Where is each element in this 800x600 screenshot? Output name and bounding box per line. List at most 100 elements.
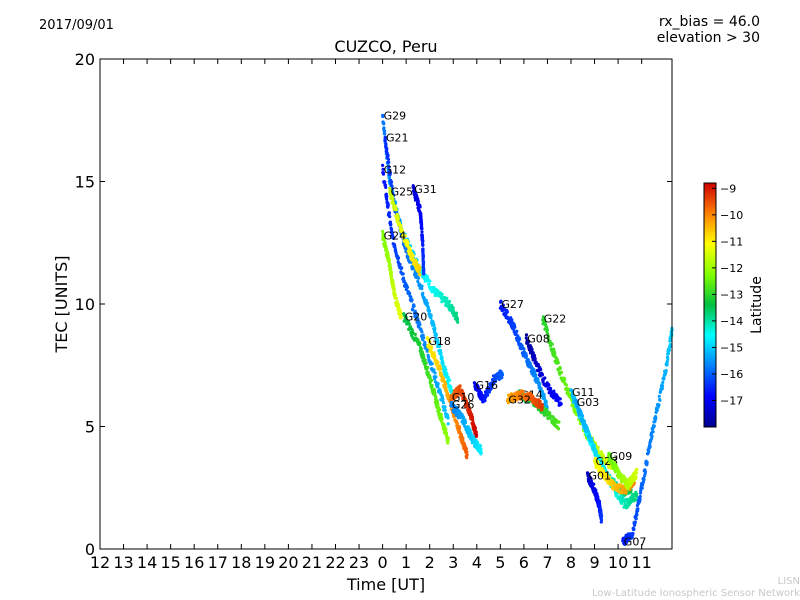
point-G18 [439, 367, 443, 371]
point-G21 [445, 372, 449, 376]
point-G03 [590, 440, 594, 444]
point-G07 [638, 494, 642, 499]
point-G12 [389, 222, 393, 226]
colorbar-tick-label--12: −12 [720, 262, 743, 275]
x-tick-label-4: 4 [472, 553, 482, 572]
point-G03 [587, 433, 592, 437]
point-G24 [398, 307, 402, 312]
point-G18 [458, 425, 462, 430]
point-G12 [426, 355, 431, 359]
point-G25 [389, 191, 393, 195]
point-G16 [483, 399, 487, 403]
point-G25 [396, 214, 400, 218]
point-G26 [468, 428, 472, 432]
point-G24 [392, 288, 396, 292]
series-label-G22: G22 [544, 313, 567, 326]
series-label-G09: G09 [610, 450, 633, 463]
point-G12 [446, 422, 450, 426]
point-G08 [533, 357, 537, 361]
point-G21 [441, 362, 445, 366]
point-G01 [589, 476, 593, 480]
point-G20 [440, 417, 444, 421]
point-G18 [446, 391, 450, 396]
point-G31 [413, 188, 417, 192]
point-G03 [576, 403, 580, 407]
point-G03 [635, 492, 639, 496]
point-G10 [455, 394, 459, 398]
point-G20 [444, 427, 448, 431]
x-tick-label-21: 21 [302, 553, 322, 572]
point-G03 [590, 436, 594, 441]
series-label-G21: G21 [386, 131, 409, 144]
point-G09 [635, 468, 639, 472]
point-G12 [384, 185, 388, 189]
elevation-label: elevation > 30 [656, 30, 760, 46]
point-G07 [666, 357, 670, 361]
point-G07 [655, 408, 659, 412]
point-G03 [620, 501, 624, 505]
point-G07 [642, 477, 646, 482]
point-G08 [524, 333, 529, 337]
point-G21 [383, 139, 387, 143]
point-G32 [521, 389, 525, 393]
point-G21 [385, 147, 389, 151]
point-G10 [470, 415, 474, 419]
x-tick-label-9: 9 [589, 553, 599, 572]
point-G32 [514, 394, 518, 399]
point-G31 [421, 247, 425, 251]
point-G20 [422, 355, 426, 359]
point-G25 [403, 234, 407, 238]
point-G09 [630, 481, 634, 485]
point-G24 [382, 238, 386, 242]
point-G26 [475, 440, 480, 444]
point-G22 [563, 378, 567, 382]
point-G32 [515, 390, 519, 394]
point-G12 [388, 215, 392, 219]
point-G22 [596, 445, 600, 450]
point-G21 [449, 385, 453, 389]
point-G08 [531, 351, 535, 355]
point-G07 [668, 343, 672, 347]
point-G31 [420, 230, 424, 234]
point-G18 [455, 422, 460, 426]
point-G27 [540, 390, 545, 394]
point-G26 [463, 421, 468, 425]
point-G07 [666, 352, 671, 356]
point-G12 [385, 194, 389, 199]
point-G18 [465, 453, 469, 457]
point-G14 [548, 411, 552, 415]
point-G01 [599, 508, 603, 512]
colorbar-tick-label--17: −17 [720, 394, 743, 407]
point-G21 [388, 171, 392, 175]
point-G12 [381, 172, 386, 176]
point-G09 [611, 458, 615, 462]
point-G07 [650, 434, 654, 438]
point-G27 [544, 400, 548, 404]
x-tick-label-16: 16 [184, 553, 204, 572]
x-tick-label-13: 13 [113, 553, 133, 572]
point-G12 [396, 256, 401, 260]
x-tick-label-23: 23 [349, 553, 369, 572]
point-G18 [436, 360, 440, 364]
point-G07 [652, 424, 656, 428]
point-G01 [600, 514, 604, 518]
point-G20 [434, 395, 438, 399]
point-G21 [420, 287, 424, 291]
point-G24 [389, 270, 394, 275]
series-G08: G08 [524, 332, 563, 407]
point-G18 [433, 354, 437, 358]
y-tick-label-0: 0 [85, 540, 95, 559]
series-label-G31: G31 [414, 183, 437, 196]
point-G12 [441, 401, 446, 405]
point-G21 [448, 378, 452, 382]
point-G07 [657, 403, 661, 407]
point-G03 [614, 494, 618, 498]
point-G21 [433, 326, 437, 330]
credit-network: Low-Latitude Ionospheric Sensor Network [592, 588, 800, 599]
point-G31 [416, 199, 420, 203]
point-G07 [635, 513, 639, 517]
point-G18 [464, 447, 468, 451]
rx-bias-label: rx_bias = 46.0 [658, 14, 760, 30]
